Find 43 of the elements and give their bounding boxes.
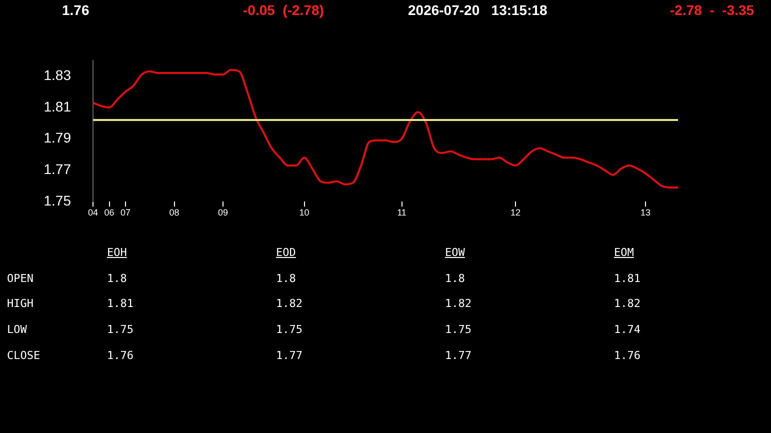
text: 1.76 [62, 2, 90, 18]
x-tick-label: 12 [510, 207, 521, 218]
text: 1.75 [276, 323, 302, 336]
x-tick-label: 10 [299, 207, 310, 218]
x-tick-label: 06 [104, 207, 114, 218]
category-label: LOW [7, 323, 27, 336]
category-label: EOD [276, 246, 296, 259]
category-label: OPEN [7, 272, 34, 285]
x-tick-label: 07 [120, 207, 131, 218]
category-label: EOM [614, 246, 634, 259]
y-tick-label: 1.77 [44, 161, 72, 178]
text: 1.81 [614, 272, 640, 285]
text: -0.05 (-2.78) [243, 2, 324, 18]
x-tick-label: 13 [640, 207, 651, 218]
y-tick-label: 1.79 [44, 130, 72, 146]
text: 1.77 [445, 349, 472, 362]
category-label: EOH [107, 246, 127, 259]
text: 1.8 [107, 272, 127, 285]
text: 1.81 [107, 297, 134, 310]
text: 2026-07-20 13:15:18 [408, 2, 548, 18]
line-series [92, 68, 679, 188]
text: -2.78 - -3.35 [670, 2, 754, 18]
category-label: HIGH [7, 297, 34, 310]
y-tick-label: 1.83 [44, 66, 72, 83]
text: 1.82 [276, 297, 302, 310]
y-tick-label: 1.75 [44, 192, 72, 208]
text: 1.82 [614, 297, 640, 310]
text: 1.74 [614, 323, 640, 336]
x-tick-label: 04 [88, 207, 98, 218]
text: 1.76 [107, 349, 134, 362]
text: 1.75 [107, 323, 134, 336]
text: 1.77 [276, 349, 302, 362]
x-tick-label: 08 [169, 207, 180, 218]
text: 1.8 [445, 272, 465, 285]
y-tick-label: 1.81 [44, 98, 72, 114]
text: 1.76 [614, 349, 640, 362]
category-label: CLOSE [7, 349, 40, 362]
x-tick-label: 09 [218, 207, 228, 218]
category-label: EOW [445, 246, 465, 259]
text: 1.75 [445, 323, 472, 336]
x-tick-label: 11 [397, 207, 406, 218]
text: 1.8 [276, 272, 296, 285]
text: 1.82 [445, 297, 472, 310]
